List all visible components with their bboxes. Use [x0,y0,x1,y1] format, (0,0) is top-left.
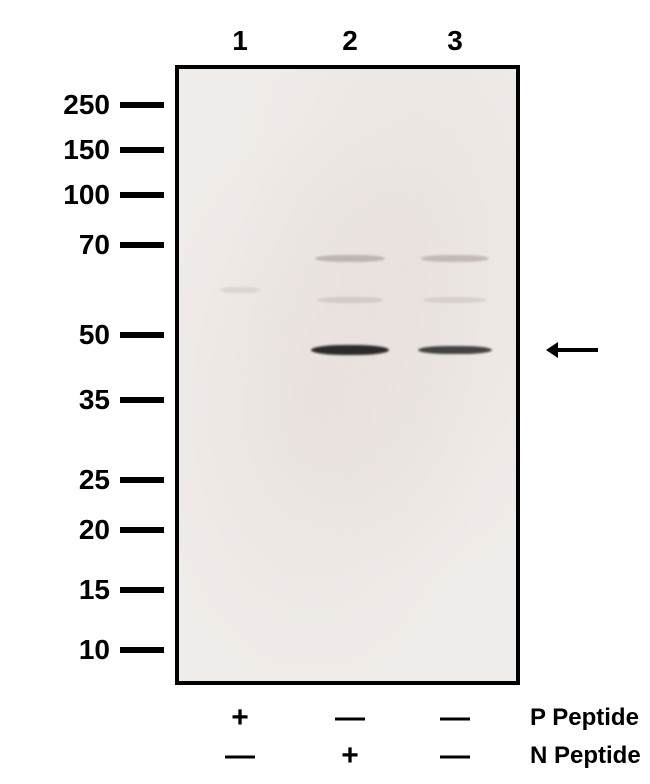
lane-label-3: 3 [447,25,463,57]
peptide-p-lane3: — [440,701,470,735]
peptide-n-lane3: — [440,739,470,773]
peptide-n-lane1: — [225,739,255,773]
band-lane2-4 [317,297,383,303]
band-lane3-5 [423,297,487,303]
mw-tick-50 [120,332,164,338]
mw-tick-100 [120,192,164,198]
mw-tick-150 [120,147,164,153]
mw-label-15: 15 [0,574,110,606]
peptide-n-lane2: + [341,739,359,773]
blot-frame [175,65,520,685]
band-lane2-2 [315,255,385,262]
peptide-p-lane2: — [335,701,365,735]
mw-label-20: 20 [0,514,110,546]
mw-label-250: 250 [0,89,110,121]
lane-label-1: 1 [232,25,248,57]
mw-tick-10 [120,647,164,653]
band-lane2-0 [311,345,389,355]
mw-label-100: 100 [0,179,110,211]
mw-label-150: 150 [0,134,110,166]
mw-label-25: 25 [0,464,110,496]
mw-tick-20 [120,527,164,533]
peptide-row-label-0: P Peptide [530,704,639,732]
mw-label-50: 50 [0,319,110,351]
lane-label-2: 2 [342,25,358,57]
mw-tick-25 [120,477,164,483]
peptide-row-label-1: N Peptide [530,742,641,770]
band-lane3-3 [421,255,489,262]
mw-tick-250 [120,102,164,108]
band-lane3-1 [418,346,492,354]
mw-label-35: 35 [0,384,110,416]
mw-label-70: 70 [0,229,110,261]
target-arrow-line [558,348,598,352]
mw-tick-15 [120,587,164,593]
mw-tick-35 [120,397,164,403]
western-blot-figure: 1 2 3 250 150 100 70 50 35 25 20 15 10 + — — P Peptide — +… [0,0,650,784]
peptide-p-lane1: + [231,701,249,735]
band-lane1-6 [220,287,260,293]
mw-tick-70 [120,242,164,248]
mw-label-10: 10 [0,634,110,666]
blot-background [179,69,516,681]
target-arrow-head [546,342,558,358]
